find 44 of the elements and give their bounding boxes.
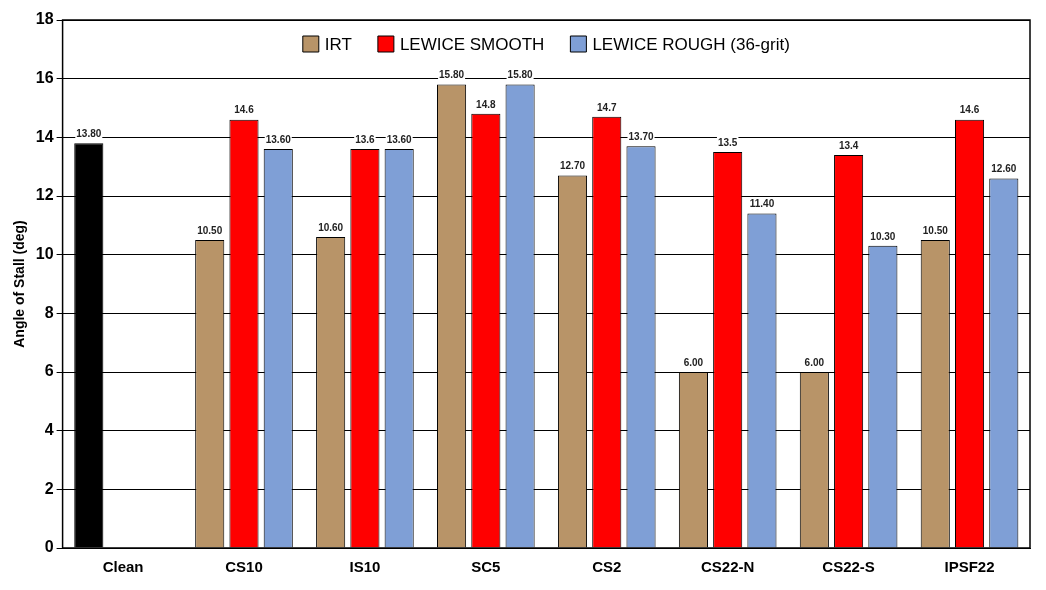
- x-tick-label: IPSF22: [944, 558, 995, 576]
- y-tick-label: 6: [44, 362, 54, 380]
- y-tick-label: 0: [44, 538, 54, 556]
- data-label: 15.80: [507, 69, 534, 81]
- data-label: 14.7: [597, 101, 617, 113]
- x-tick-label: Clean: [102, 558, 144, 576]
- y-axis-title: Angle of Stall (deg): [11, 220, 28, 348]
- legend-label: IRT: [324, 34, 352, 54]
- legend-label: LEWICE ROUGH (36-grit): [592, 34, 790, 54]
- data-label: 6.00: [683, 356, 704, 368]
- y-tick-label: 18: [35, 10, 54, 28]
- data-label: 12.70: [559, 160, 586, 172]
- data-label: 14.6: [234, 104, 255, 116]
- x-tick-label: IS10: [349, 558, 381, 576]
- x-tick-label: CS22-S: [822, 558, 875, 576]
- data-label: 13.4: [838, 139, 859, 151]
- data-label: 11.40: [749, 198, 775, 210]
- data-label: 13.60: [265, 133, 292, 145]
- data-label: 13.70: [628, 130, 654, 142]
- y-tick-label: 12: [35, 186, 54, 204]
- data-label: 10.30: [870, 230, 896, 242]
- data-label: 6.00: [804, 356, 825, 368]
- x-tick-label: SC5: [471, 558, 501, 576]
- data-label: 10.50: [922, 224, 949, 236]
- y-tick-label: 4: [44, 421, 54, 439]
- y-tick-label: 2: [44, 479, 54, 497]
- data-label: 13.5: [717, 136, 738, 148]
- data-label: 10.60: [318, 221, 344, 233]
- data-label: 13.6: [355, 133, 376, 145]
- data-label: 14.8: [476, 98, 496, 110]
- y-tick-label: 14: [35, 127, 54, 145]
- x-tick-label: CS22-N: [701, 558, 755, 576]
- data-label: 13.80: [76, 127, 102, 139]
- legend-label: LEWICE SMOOTH: [399, 34, 545, 54]
- data-label: 14.6: [959, 104, 980, 116]
- data-label: 10.50: [197, 224, 223, 236]
- x-tick-label: CS10: [225, 558, 263, 576]
- data-label: 12.60: [991, 163, 1017, 175]
- y-tick-label: 8: [44, 303, 54, 321]
- data-label: 15.80: [439, 69, 465, 81]
- y-tick-label: 16: [35, 69, 54, 87]
- x-tick-label: CS2: [592, 558, 622, 576]
- y-tick-label: 10: [35, 245, 54, 263]
- data-label: 13.60: [386, 133, 413, 145]
